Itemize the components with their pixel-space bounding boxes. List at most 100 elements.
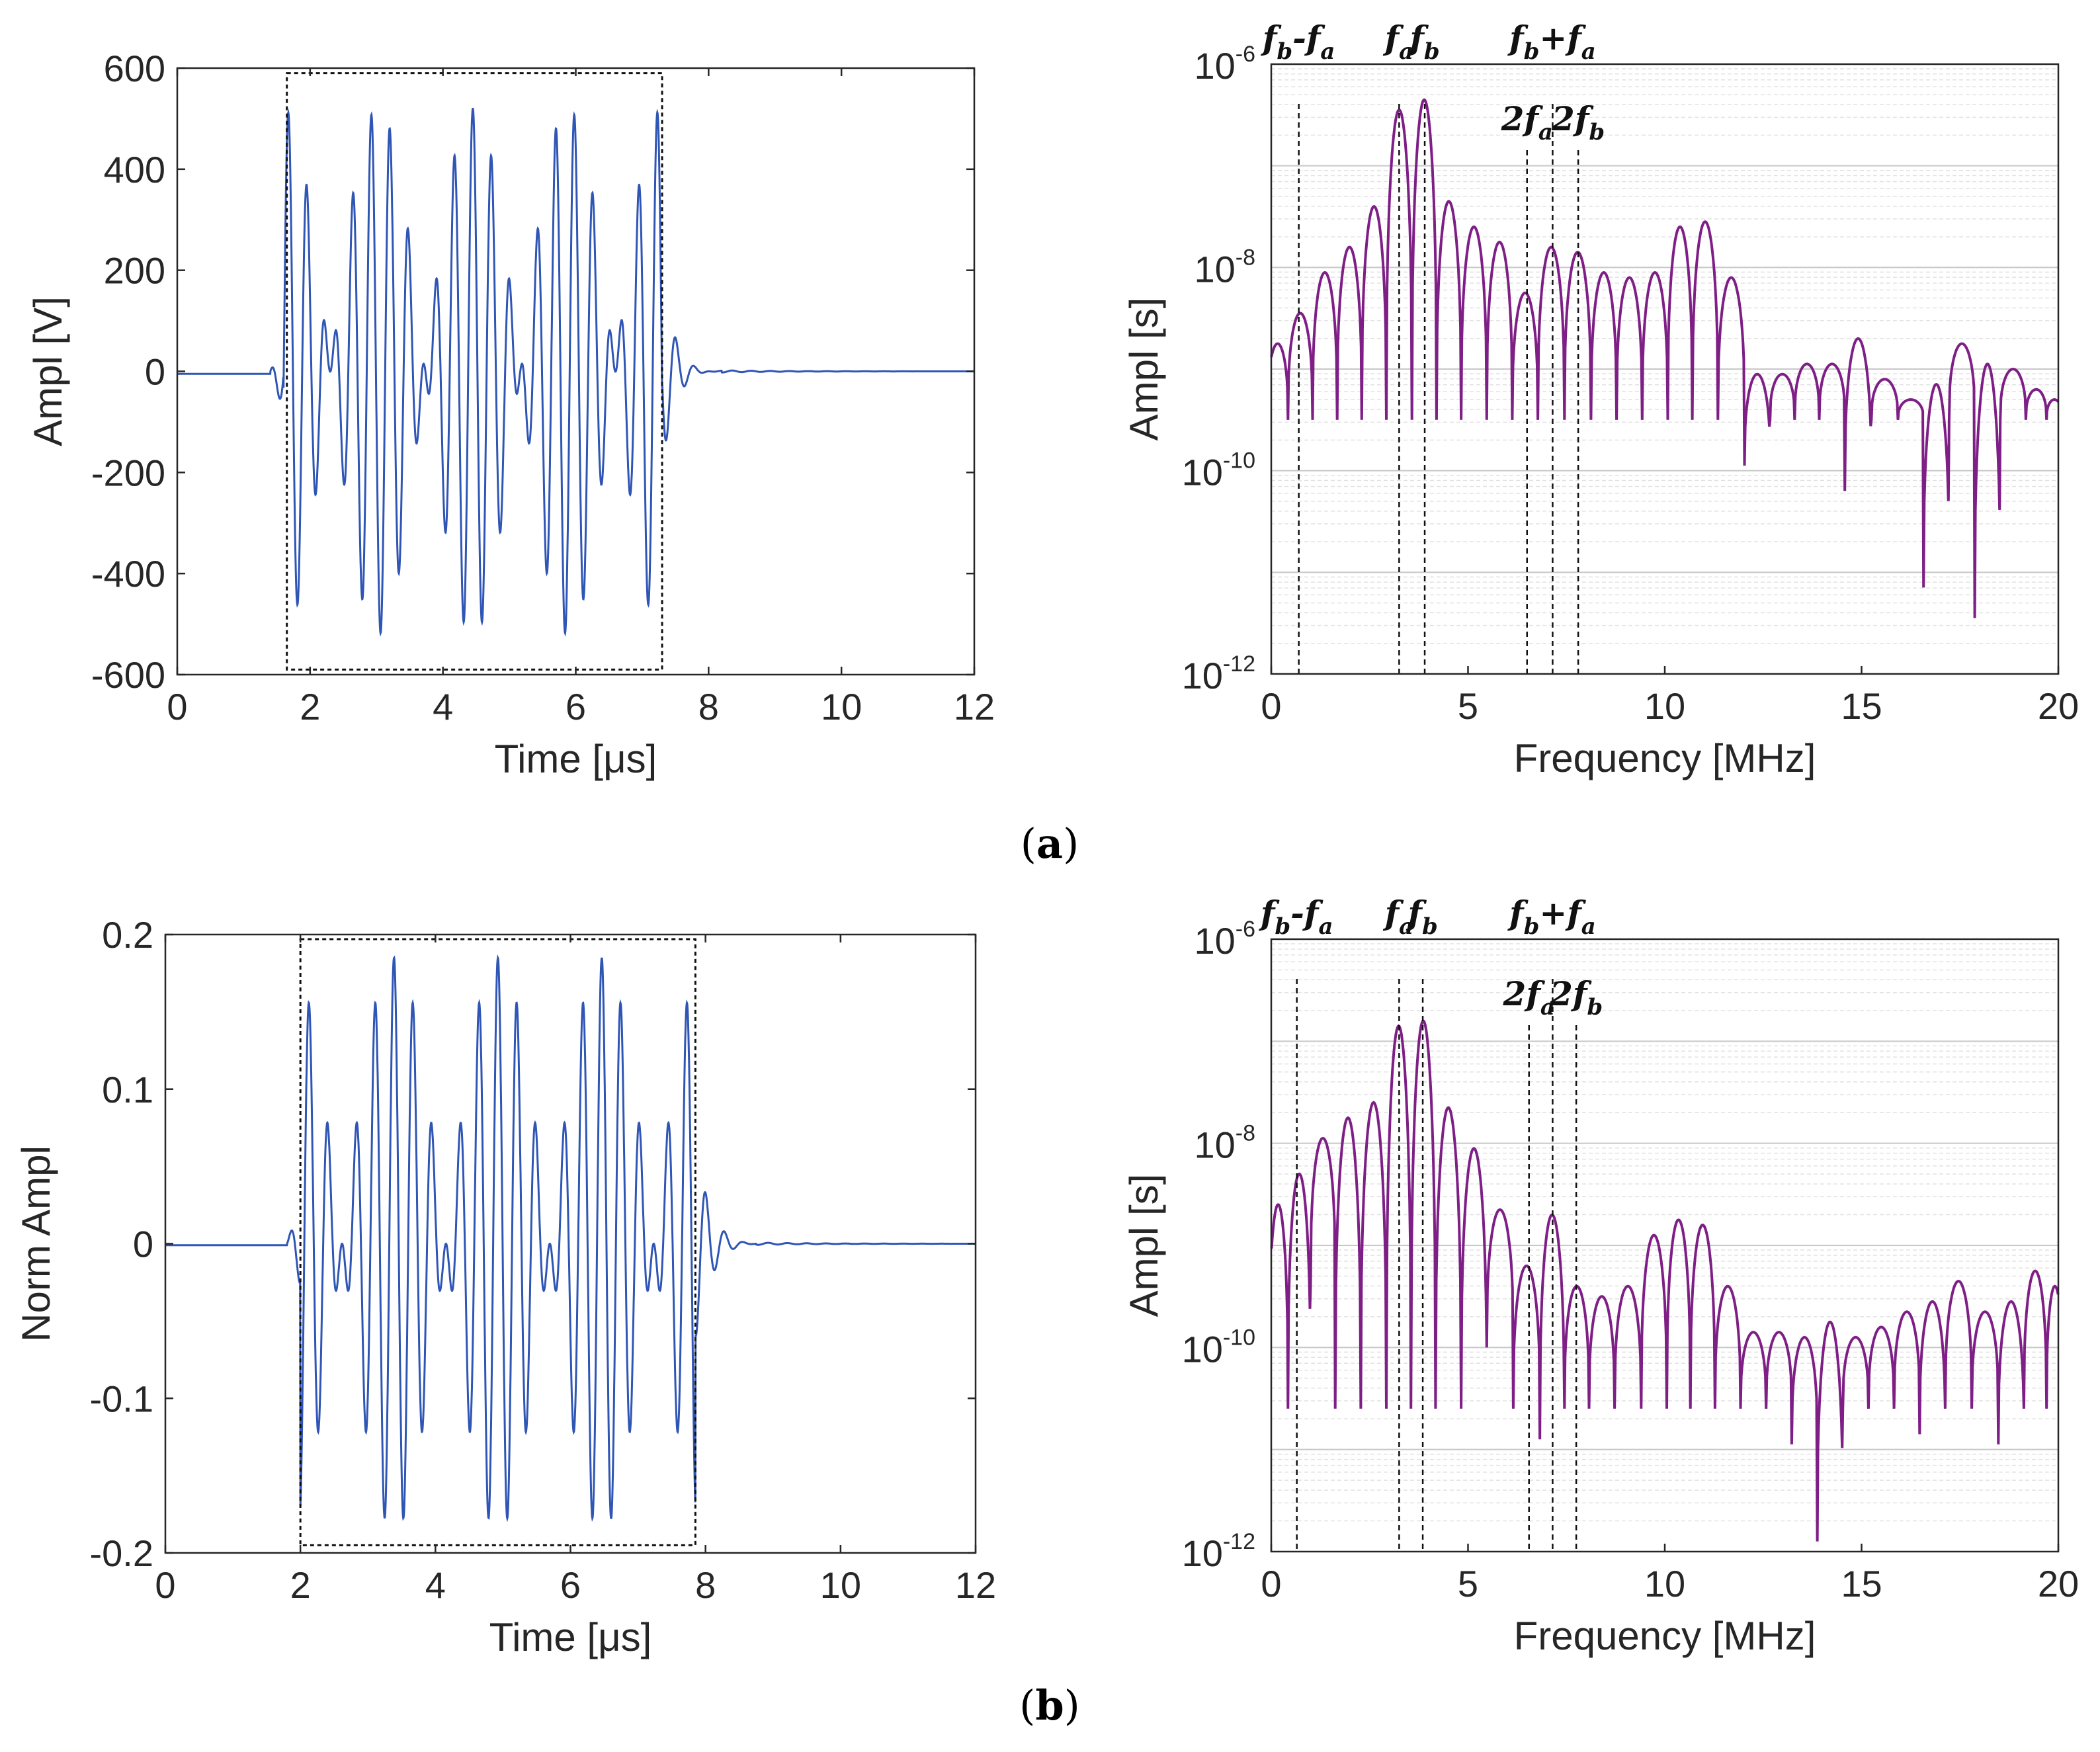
x-axis-label: Time [μs]: [489, 1615, 652, 1659]
x-tick-label: 6: [566, 686, 586, 728]
marker-label: fb-fa: [1261, 19, 1335, 65]
x-tick-label: 4: [433, 686, 453, 728]
panel-label-b: (b): [1019, 1681, 1080, 1730]
y-tick-base: 10: [1194, 45, 1235, 87]
marker-subscript: a: [1581, 38, 1596, 65]
y-tick-exponent: -12: [1223, 651, 1255, 677]
marker-subscript: b: [1524, 38, 1540, 65]
y-tick-base: 10: [1182, 1328, 1223, 1370]
x-tick-label: 5: [1458, 1563, 1478, 1605]
spectrum-line: [1270, 98, 2060, 618]
x-axis-label: Frequency [MHz]: [1514, 1614, 1816, 1658]
x-axis-label: Time [μs]: [495, 737, 657, 781]
y-tick-exponent: -8: [1236, 245, 1255, 270]
marker-main: 2f: [1549, 974, 1592, 1013]
marker-main: 2f: [1501, 99, 1544, 138]
x-tick-label: 2: [290, 1564, 311, 1606]
x-tick-label: 10: [820, 1564, 861, 1606]
marker-subscript: b: [1424, 38, 1440, 65]
x-tick-label: 6: [560, 1564, 581, 1606]
marker-main: +: [1539, 894, 1567, 933]
marker-subscript: a: [1581, 913, 1596, 940]
marker-label: 2fb: [1549, 974, 1603, 1021]
y-tick-label: 10-6: [1194, 917, 1255, 962]
marker-main: -: [1290, 894, 1304, 933]
marker-subscript: b: [1275, 913, 1290, 940]
spectrum-line: [1270, 1019, 2060, 1542]
marker-subscript: b: [1277, 38, 1292, 65]
y-tick-base: 10: [1182, 655, 1223, 696]
y-tick-label: -200: [91, 452, 165, 493]
y-tick-label: -400: [91, 553, 165, 595]
y-tick-exponent: -10: [1223, 1325, 1255, 1350]
y-tick-base: 10: [1182, 1532, 1223, 1574]
y-tick-exponent: -10: [1223, 448, 1255, 474]
marker-label: fa: [1383, 19, 1414, 65]
marker-subscript: b: [1589, 119, 1605, 146]
x-tick-label: 10: [1644, 685, 1685, 727]
y-tick-exponent: -12: [1223, 1529, 1255, 1554]
x-tick-label: 15: [1841, 685, 1882, 727]
y-axis-label: Ampl [V]: [26, 296, 70, 446]
x-tick-label: 0: [167, 686, 187, 728]
time-plot-b: 0 2 4 6 8 10 12 0.2 0.1 0 -0.1 -0.2 Time [μs] Norm Am…: [14, 914, 996, 1659]
y-axis-label: Norm Ampl: [14, 1146, 58, 1342]
analysis-window-box: [299, 938, 696, 1546]
y-tick-label: 0.2: [102, 914, 153, 956]
y-axis-label: Ampl [s]: [1122, 1174, 1166, 1317]
x-tick-label: 8: [698, 686, 719, 728]
y-tick-base: 10: [1194, 920, 1235, 962]
y-tick-label: 200: [104, 250, 165, 292]
waveform-line: [177, 108, 974, 637]
y-tick-base: 10: [1194, 248, 1235, 290]
y-tick-base: 10: [1182, 452, 1223, 493]
y-axis-label: Ampl [s]: [1122, 298, 1166, 441]
y-tick-exponent: -6: [1236, 42, 1255, 67]
analysis-window-box: [286, 72, 663, 671]
y-tick-label: 0: [145, 351, 165, 393]
y-tick-label: 400: [104, 149, 165, 190]
y-tick-label: 10-10: [1182, 448, 1255, 493]
x-tick-label: 15: [1841, 1563, 1882, 1605]
x-tick-label: 20: [2038, 1563, 2079, 1605]
marker-label: fb+fa: [1507, 894, 1596, 940]
y-tick-label: -600: [91, 654, 165, 696]
marker-main: 2f: [1551, 99, 1594, 138]
marker-label: fb+fa: [1507, 19, 1596, 65]
x-tick-label: 12: [954, 686, 995, 728]
panel-label-a: (a): [1021, 819, 1079, 868]
marker-subscript: a: [1318, 913, 1333, 940]
marker-subscript: a: [1320, 38, 1335, 65]
x-tick-label: 10: [821, 686, 862, 728]
x-tick-label: 10: [1644, 1563, 1685, 1605]
y-tick-label: 10-12: [1182, 651, 1255, 696]
x-tick-label: 20: [2038, 685, 2079, 727]
marker-label: 2fa: [1501, 99, 1553, 146]
marker-subscript: a: [1538, 119, 1553, 146]
marker-main: -: [1292, 19, 1306, 58]
x-tick-label: 4: [425, 1564, 446, 1606]
x-tick-label: 8: [695, 1564, 716, 1606]
y-tick-label: 10-8: [1194, 245, 1255, 290]
y-tick-base: 10: [1194, 1124, 1235, 1166]
y-tick-exponent: -6: [1236, 917, 1255, 942]
y-tick-label: 10-8: [1194, 1121, 1255, 1166]
marker-label: 2fb: [1551, 99, 1605, 146]
y-tick-label: 0.1: [102, 1069, 153, 1110]
marker-subscript: a: [1540, 994, 1555, 1021]
x-tick-label: 0: [155, 1564, 175, 1606]
marker-subscript: a: [1399, 913, 1413, 940]
time-plot-a: 0 2 4 6 8 10 12 600 400 200 0 -200 -400 -600 Time [μs]…: [26, 48, 995, 781]
y-tick-label: -0.1: [90, 1378, 154, 1419]
marker-main: 2f: [1503, 974, 1546, 1013]
panel-label-a-letter: a: [1036, 819, 1063, 868]
marker-label: 2fa: [1503, 974, 1555, 1021]
x-tick-label: 2: [300, 686, 320, 728]
marker-subscript: b: [1524, 913, 1540, 940]
x-axis-label: Frequency [MHz]: [1514, 736, 1816, 780]
marker-label: fb-fa: [1259, 894, 1333, 940]
x-tick-label: 12: [955, 1564, 996, 1606]
